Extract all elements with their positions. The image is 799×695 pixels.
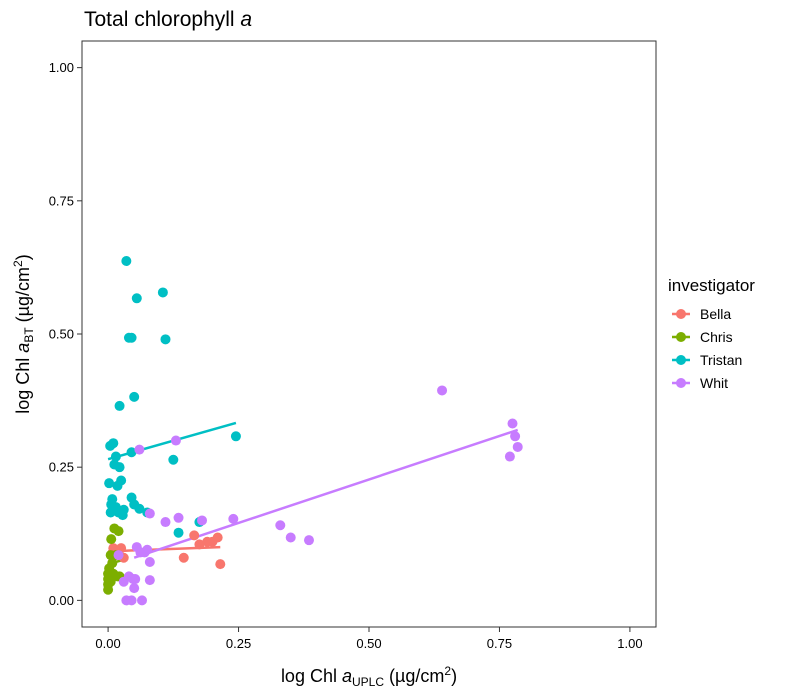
data-point-tristan [108,438,119,449]
chart-title: Total chlorophyll a [84,8,252,31]
chart-title-italic: a [240,8,252,31]
data-point-whit [113,550,124,561]
data-points [103,256,523,606]
y-axis: 0.00 0.25 0.50 0.75 1.00 [49,60,82,608]
data-point-whit [303,535,314,546]
data-point-whit [126,595,137,606]
data-point-tristan [126,332,137,343]
y-axis-title-unit-open: (µg/cm [13,267,33,327]
x-axis: 0.00 0.25 0.50 0.75 1.00 [95,627,643,651]
data-point-tristan [230,431,241,442]
data-point-chris [105,576,116,587]
legend-label-chris: Chris [700,329,733,345]
y-tick-label: 0.50 [49,327,74,342]
legend-key-dot-bella [676,309,686,319]
x-axis-title-italic: a [342,666,352,686]
legend-label-tristan: Tristan [700,352,742,368]
data-point-whit [142,544,153,555]
y-tick-label: 1.00 [49,60,74,75]
data-point-whit [160,517,171,528]
chart-title-text: Total chlorophyll [84,8,240,31]
x-axis-title-unit-sup: 2 [444,664,451,678]
y-axis-title-subscript: BT [22,327,36,343]
data-point-tristan [107,494,118,505]
data-point-tristan [157,287,168,298]
y-tick-label: 0.00 [49,593,74,608]
data-point-whit [507,418,518,429]
data-point-tristan [160,334,171,345]
data-point-whit [144,508,155,519]
data-point-whit [134,444,145,455]
data-point-whit [504,451,515,462]
x-tick-label: 0.00 [95,636,120,651]
data-point-bella [194,539,205,550]
data-point-whit [437,385,448,396]
y-axis-title: log Chl aBT (µg/cm2) [11,254,36,413]
data-point-whit [512,441,523,452]
data-point-chris [113,526,124,537]
x-axis-title-subscript: UPLC [352,675,384,689]
data-point-whit [228,513,239,524]
y-tick-label: 0.25 [49,460,74,475]
y-axis-title-unit-sup: 2 [11,260,25,267]
legend-key-dot-chris [676,332,686,342]
x-tick-label: 0.75 [487,636,512,651]
data-point-chris [104,566,115,577]
x-tick-label: 0.50 [356,636,381,651]
x-axis-title: log Chl aUPLC (µg/cm2) [281,664,457,689]
x-axis-title-prefix: log Chl [281,666,342,686]
data-point-tristan [131,293,142,304]
data-point-whit [275,520,286,531]
data-point-tristan [114,400,125,411]
y-axis-title-unit-close: ) [13,254,33,260]
data-point-tristan [110,451,121,462]
data-point-bella [189,530,200,541]
y-axis-title-prefix: log Chl [13,353,33,414]
data-point-tristan [126,447,137,458]
data-point-bella [178,552,189,563]
data-point-whit [197,515,208,526]
plot-panel [81,40,657,628]
data-point-tristan [134,503,145,514]
legend-key-dot-tristan [676,355,686,365]
legend-title: investigator [668,276,755,295]
x-tick-label: 0.25 [226,636,251,651]
data-point-whit [137,595,148,606]
legend: investigator Bella Chris Tristan Whit [668,276,755,391]
data-point-whit [285,532,296,543]
data-point-chris [106,534,117,545]
data-point-tristan [168,454,179,465]
data-point-whit [130,574,141,585]
data-point-tristan [129,391,140,402]
data-point-whit [144,557,155,568]
legend-key-dot-whit [676,378,686,388]
legend-label-bella: Bella [700,306,731,322]
data-point-whit [510,431,521,442]
x-tick-label: 1.00 [617,636,642,651]
x-axis-title-unit-close: ) [451,666,457,686]
legend-label-whit: Whit [700,375,728,391]
data-point-whit [144,575,155,586]
x-axis-title-unit-open: (µg/cm [384,666,444,686]
data-point-tristan [104,478,115,489]
y-axis-title-italic: a [13,343,33,353]
data-point-bella [212,532,223,543]
data-point-tristan [173,527,184,538]
data-point-whit [170,435,181,446]
data-point-whit [129,583,140,594]
data-point-tristan [114,462,125,473]
y-tick-label: 0.75 [49,193,74,208]
data-point-chris [107,558,118,569]
data-point-whit [173,512,184,523]
data-point-tristan [116,475,127,486]
data-point-tristan [121,256,132,267]
data-point-tristan [118,504,129,515]
legend-items: Bella Chris Tristan Whit [672,306,742,391]
data-point-bella [215,559,226,570]
